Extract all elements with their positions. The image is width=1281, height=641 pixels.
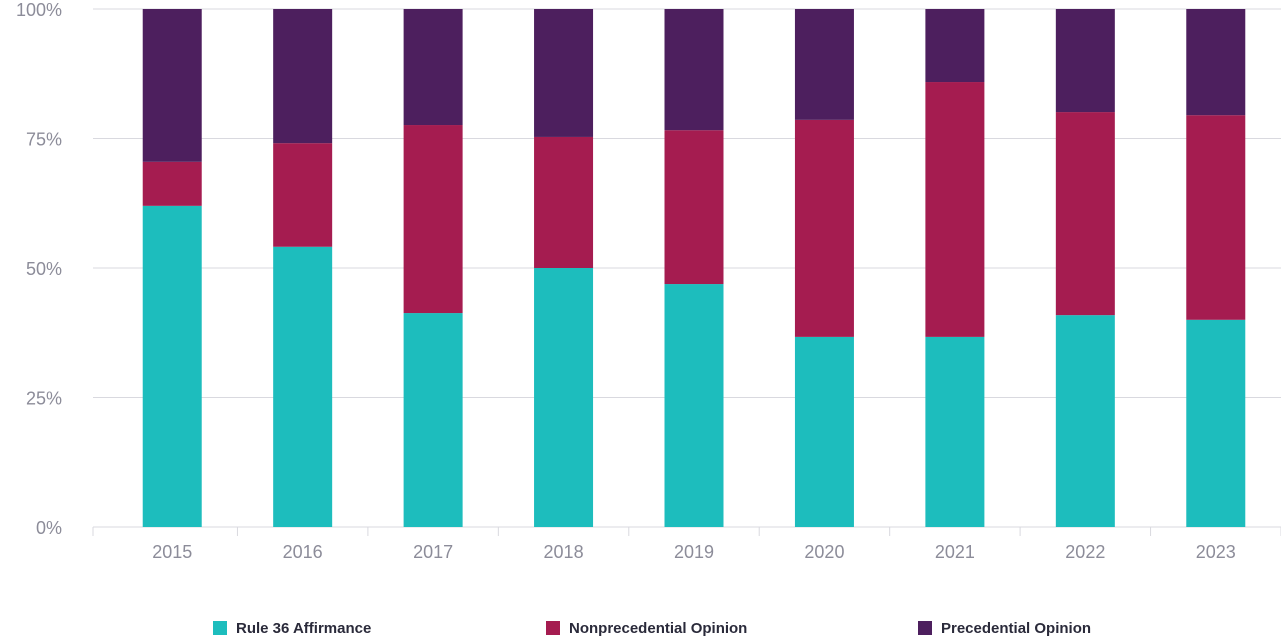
x-tick-label: 2017 bbox=[413, 542, 453, 562]
bar-segment bbox=[403, 9, 463, 126]
x-tick-label: 2022 bbox=[1065, 542, 1105, 562]
bar-segment bbox=[1186, 9, 1246, 116]
bar-segment bbox=[664, 9, 724, 131]
bar-segment bbox=[403, 125, 463, 314]
bar-segment bbox=[1186, 115, 1246, 320]
bar-segment bbox=[273, 9, 333, 144]
y-tick-label: 75% bbox=[26, 129, 62, 149]
x-tick-label: 2020 bbox=[804, 542, 844, 562]
bar-segment bbox=[794, 9, 854, 120]
bar-segment bbox=[925, 9, 985, 83]
y-tick-label: 50% bbox=[26, 259, 62, 279]
x-tick-label: 2015 bbox=[152, 542, 192, 562]
legend-label: Rule 36 Affirmance bbox=[236, 620, 371, 637]
bar-segment bbox=[1055, 112, 1115, 316]
bar-segment bbox=[794, 336, 854, 527]
bar-segment bbox=[664, 284, 724, 527]
x-tick-label: 2023 bbox=[1196, 542, 1236, 562]
x-tick-label: 2018 bbox=[544, 542, 584, 562]
bar-segment bbox=[925, 82, 985, 337]
bar-segment bbox=[142, 161, 202, 206]
y-tick-label: 100% bbox=[16, 0, 62, 20]
legend-label: Nonprecedential Opinion bbox=[569, 620, 747, 637]
legend-label: Precedential Opinion bbox=[941, 620, 1091, 637]
bar-segment bbox=[1055, 315, 1115, 527]
bar-segment bbox=[142, 205, 202, 527]
bar-segment bbox=[403, 313, 463, 527]
bar-segment bbox=[925, 336, 985, 527]
bar-segment bbox=[1186, 319, 1246, 527]
legend-swatch bbox=[918, 621, 932, 635]
x-tick-label: 2021 bbox=[935, 542, 975, 562]
bar-segment bbox=[534, 268, 594, 527]
bar-segment bbox=[534, 136, 594, 268]
bar-segment bbox=[273, 246, 333, 527]
bar-segment bbox=[794, 119, 854, 337]
y-tick-label: 0% bbox=[36, 518, 62, 538]
x-tick-label: 2016 bbox=[283, 542, 323, 562]
y-tick-label: 25% bbox=[26, 388, 62, 408]
x-tick-label: 2019 bbox=[674, 542, 714, 562]
bar-segment bbox=[534, 9, 594, 137]
legend-swatch bbox=[213, 621, 227, 635]
bar-segment bbox=[142, 9, 202, 162]
legend-swatch bbox=[546, 621, 560, 635]
bar-segment bbox=[273, 143, 333, 247]
bar-segment bbox=[1055, 9, 1115, 113]
bar-segment bbox=[664, 130, 724, 285]
